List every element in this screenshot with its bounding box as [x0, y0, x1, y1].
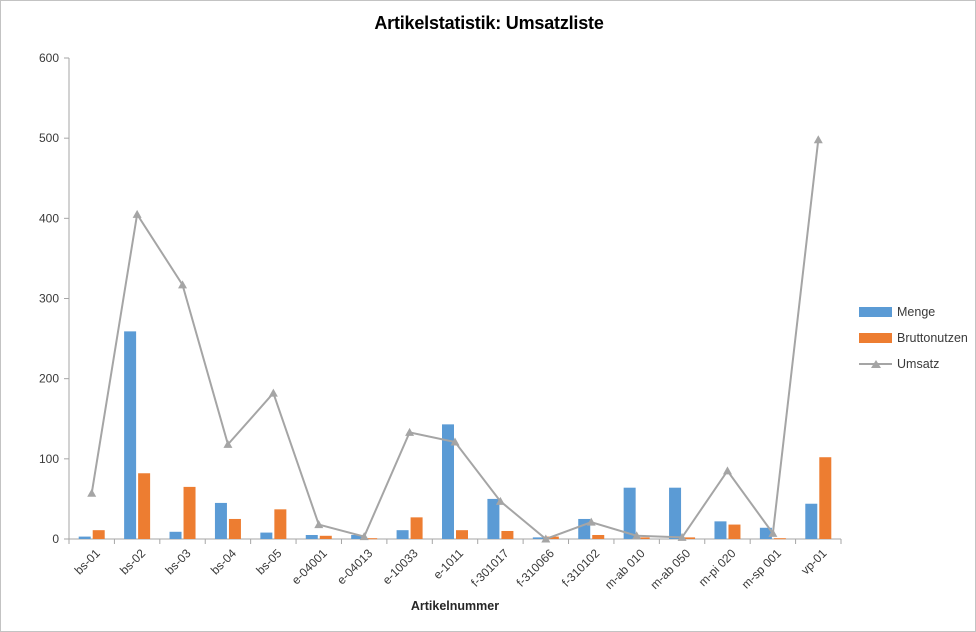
x-tick-label: e-10033 [380, 546, 421, 587]
bar-bruttonutzen [410, 517, 423, 539]
bar-bruttonutzen [819, 457, 832, 539]
legend-item-umsatz: Umsatz [859, 356, 968, 372]
chart-title: Artikelstatistik: Umsatzliste [374, 13, 604, 33]
umsatz-marker [314, 520, 324, 529]
y-tick-label: 600 [39, 51, 59, 65]
y-tick-label: 0 [52, 532, 59, 546]
bar-menge [124, 331, 137, 539]
umsatz-marker [359, 532, 369, 541]
bar-menge [623, 487, 636, 539]
bar-bruttonutzen [773, 538, 786, 540]
bar-bruttonutzen [274, 509, 287, 539]
bar-bruttonutzen [456, 530, 468, 539]
bar-bruttonutzen [592, 534, 605, 539]
x-tick-label: m-ab 050 [647, 546, 693, 592]
umsatz-marker [722, 466, 732, 475]
bar-menge [578, 518, 591, 539]
bar-bruttonutzen [683, 537, 696, 539]
y-tick-label: 200 [39, 372, 59, 386]
x-tick-label: vp-01 [798, 546, 829, 577]
bar-menge [305, 534, 318, 539]
bar-menge [169, 531, 182, 539]
umsatz-marker [223, 439, 233, 448]
bar-menge [442, 424, 454, 539]
bar-bruttonutzen [546, 536, 559, 539]
legend-swatch-bruttonutzen [859, 333, 892, 343]
umsatz-marker [178, 280, 188, 289]
umsatz-marker [586, 517, 596, 526]
umsatz-marker [768, 528, 778, 537]
x-tick-label: m-ab 010 [602, 546, 648, 592]
legend-line-marker-icon [859, 359, 892, 369]
bar-menge [214, 502, 227, 539]
x-tick-label: f-301017 [468, 546, 512, 590]
umsatz-marker [268, 388, 278, 397]
bar-bruttonutzen [228, 518, 241, 539]
bar-bruttonutzen [501, 530, 514, 539]
umsatz-marker [813, 135, 823, 144]
bar-menge [351, 534, 364, 539]
bar-bruttonutzen [138, 473, 151, 539]
bar-menge [487, 498, 500, 539]
legend-item-menge: Menge [859, 304, 968, 320]
y-tick-label: 400 [39, 211, 59, 225]
umsatz-marker [450, 437, 460, 446]
legend-label: Bruttonutzen [897, 331, 968, 345]
umsatz-marker [405, 427, 415, 436]
y-tick-label: 300 [39, 292, 59, 306]
bar-menge [532, 537, 545, 539]
x-tick-label: m-pi 020 [696, 546, 739, 589]
legend-swatch-menge [859, 307, 892, 317]
bar-menge [805, 503, 818, 539]
x-tick-label: e-1011 [430, 546, 466, 582]
umsatz-line [90, 139, 820, 541]
bar-bruttonutzen [319, 535, 332, 539]
triangle-marker-icon [871, 360, 881, 368]
bar-bruttonutzen [183, 486, 196, 539]
umsatz-marker [541, 534, 551, 543]
umsatz-marker [132, 209, 142, 218]
umsatz-marker [632, 531, 642, 540]
bar-menge [260, 532, 273, 539]
legend-label: Umsatz [897, 357, 940, 371]
y-tick-label: 500 [39, 131, 59, 145]
x-tick-label: bs-02 [117, 546, 148, 577]
bar-menge [78, 536, 91, 539]
bar-bruttonutzen [637, 537, 650, 539]
legend-item-bruttonutzen: Bruttonutzen [859, 330, 968, 346]
bar-bruttonutzen [728, 524, 741, 539]
x-tick-label: bs-05 [253, 546, 284, 577]
bar-menge [714, 521, 727, 539]
x-tick-label: bs-01 [72, 546, 103, 577]
x-tick-label: f-310102 [559, 546, 603, 590]
x-axis-title: Artikelnummer [410, 599, 500, 613]
umsatz-marker [87, 488, 97, 497]
bar-menge [759, 527, 772, 539]
legend-label: Menge [897, 305, 936, 319]
bar-menge [669, 487, 682, 539]
bar-menge [396, 530, 409, 539]
umsatz-marker [677, 532, 687, 541]
x-tick-label: f-310066 [514, 546, 558, 590]
bar-bruttonutzen [365, 538, 378, 540]
x-tick-label: bs-04 [208, 546, 239, 577]
y-tick-label: 100 [39, 452, 59, 466]
umsatz-marker [495, 496, 505, 505]
x-tick-label: e-04001 [289, 546, 330, 587]
bar-bruttonutzen [92, 530, 105, 539]
x-tick-label: e-04013 [334, 546, 375, 587]
legend: Menge Bruttonutzen Umsatz [859, 304, 968, 372]
x-tick-label: m-sp 001 [739, 546, 785, 592]
x-tick-label: bs-03 [163, 546, 194, 577]
